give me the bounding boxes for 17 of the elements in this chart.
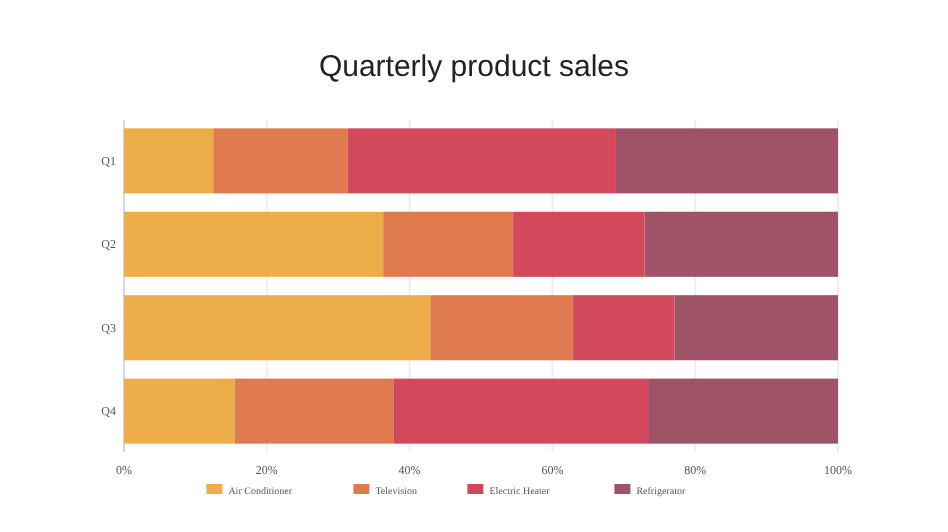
bar xyxy=(347,128,616,194)
bar xyxy=(383,211,514,277)
bar xyxy=(648,378,838,444)
bar xyxy=(573,295,675,361)
bar xyxy=(124,128,214,194)
bar xyxy=(124,295,431,361)
bar xyxy=(430,295,574,361)
bar xyxy=(615,128,838,194)
bar xyxy=(513,211,645,277)
bar xyxy=(124,211,384,277)
bar xyxy=(124,378,235,444)
bar xyxy=(644,211,838,277)
chart-title: Quarterly product sales xyxy=(318,50,630,84)
bar xyxy=(674,295,838,361)
bar xyxy=(393,378,649,444)
bar xyxy=(213,128,348,194)
bar xyxy=(234,378,394,444)
